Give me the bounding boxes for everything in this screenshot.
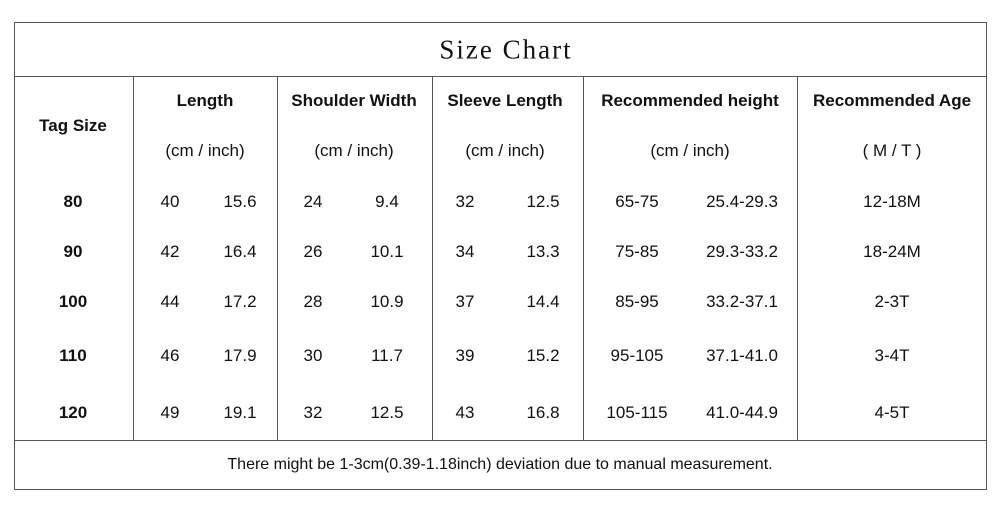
- footer-note: There might be 1-3cm(0.39-1.18inch) devi…: [227, 456, 773, 473]
- tag-size: 100: [58, 292, 88, 311]
- column-unit: (cm / inch): [165, 141, 245, 160]
- cell: 3-4T: [874, 346, 910, 365]
- column-unit: (cm / inch): [465, 141, 545, 160]
- cell: 15.6: [223, 192, 257, 211]
- cell: 30: [303, 346, 323, 365]
- cell: 46: [160, 346, 180, 365]
- cell: 39: [455, 346, 475, 365]
- column-header: Length: [176, 91, 234, 110]
- cell: 29.3-33.2: [706, 242, 778, 261]
- cell: 43: [455, 403, 475, 422]
- border: [14, 22, 987, 23]
- cell: 24: [303, 192, 323, 211]
- border: [986, 22, 987, 490]
- cell: 33.2-37.1: [706, 292, 778, 311]
- column-divider: [277, 76, 278, 440]
- column-divider: [133, 76, 134, 440]
- cell: 19.1: [223, 403, 257, 422]
- column-unit: (cm / inch): [650, 141, 730, 160]
- cell: 18-24M: [863, 242, 921, 261]
- cell: 25.4-29.3: [706, 192, 778, 211]
- column-header: Sleeve Length: [447, 91, 563, 110]
- column-header: Shoulder Width: [291, 91, 417, 110]
- column-header: Tag Size: [39, 116, 107, 135]
- cell: 41.0-44.9: [706, 403, 778, 422]
- cell: 42: [160, 242, 180, 261]
- cell: 4-5T: [874, 403, 910, 422]
- cell: 12-18M: [863, 192, 921, 211]
- column-divider: [583, 76, 584, 440]
- cell: 12.5: [526, 192, 560, 211]
- column-header: Recommended height: [601, 91, 779, 110]
- cell: 10.9: [370, 292, 404, 311]
- cell: 10.1: [370, 242, 404, 261]
- border: [14, 22, 15, 490]
- tag-size: 90: [63, 242, 83, 261]
- tag-size: 120: [58, 403, 88, 422]
- cell: 11.7: [371, 346, 403, 365]
- title: Size Chart: [439, 34, 573, 65]
- cell: 32: [455, 192, 475, 211]
- column-divider: [432, 76, 433, 440]
- tag-size: 80: [63, 192, 83, 211]
- cell: 15.2: [526, 346, 560, 365]
- column-header: Recommended Age: [812, 91, 972, 110]
- cell: 105-115: [606, 403, 668, 422]
- row-divider: [14, 440, 987, 441]
- cell: 17.2: [223, 292, 257, 311]
- cell: 9.4: [375, 192, 399, 211]
- column-divider: [797, 76, 798, 440]
- cell: 14.4: [526, 292, 560, 311]
- cell: 49: [160, 403, 180, 422]
- cell: 85-95: [615, 292, 659, 311]
- row-divider: [14, 76, 987, 77]
- border: [14, 489, 987, 490]
- cell: 40: [160, 192, 180, 211]
- cell: 37: [455, 292, 475, 311]
- cell: 17.9: [223, 346, 257, 365]
- column-unit: (cm / inch): [314, 141, 394, 160]
- cell: 26: [303, 242, 323, 261]
- cell: 34: [455, 242, 475, 261]
- cell: 2-3T: [874, 292, 910, 311]
- cell: 16.4: [223, 242, 257, 261]
- cell: 12.5: [370, 403, 404, 422]
- cell: 28: [303, 292, 323, 311]
- cell: 65-75: [615, 192, 659, 211]
- cell: 13.3: [526, 242, 560, 261]
- cell: 75-85: [615, 242, 659, 261]
- cell: 37.1-41.0: [706, 346, 778, 365]
- cell: 44: [160, 292, 180, 311]
- tag-size: 110: [59, 346, 87, 365]
- cell: 95-105: [610, 346, 664, 365]
- cell: 32: [303, 403, 323, 422]
- column-unit: ( M / T ): [862, 141, 922, 160]
- cell: 16.8: [526, 403, 560, 422]
